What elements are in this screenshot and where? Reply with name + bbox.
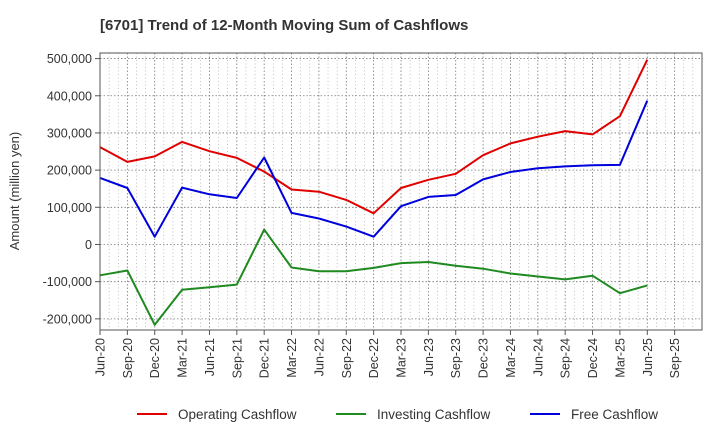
- y-tick-label: 400,000: [47, 89, 92, 103]
- y-tick-label: 0: [85, 238, 92, 252]
- x-tick-label: Sep-23: [449, 338, 463, 378]
- x-tick-label: Mar-25: [613, 338, 627, 378]
- legend-label: Operating Cashflow: [178, 407, 297, 422]
- x-tick-label: Dec-21: [258, 338, 272, 378]
- series-line-free-cashflow: [99, 100, 649, 238]
- x-tick-label: Sep-20: [121, 338, 135, 378]
- legend-label: Free Cashflow: [571, 407, 658, 422]
- series-line-investing-cashflow: [99, 228, 648, 326]
- x-tick-label: Mar-21: [176, 338, 190, 378]
- x-tick-label: Dec-22: [367, 338, 381, 378]
- x-tick-label: Sep-21: [230, 338, 244, 378]
- y-tick-label: 500,000: [47, 52, 92, 66]
- y-tick-label: -200,000: [43, 312, 92, 326]
- x-axis-ticks: Jun-20 Sep-20 Dec-20 Mar-21 Jun-21 Sep-21 Dec-…: [94, 330, 682, 378]
- x-tick-label: Jun-25: [641, 338, 655, 376]
- y-tick-label: 300,000: [47, 126, 92, 140]
- y-tick-label: 100,000: [47, 201, 92, 215]
- legend-label: Investing Cashflow: [377, 407, 491, 422]
- x-tick-label: Jun-24: [531, 338, 545, 376]
- x-tick-label: Jun-22: [312, 338, 326, 376]
- y-tick-label: 200,000: [47, 164, 92, 178]
- x-tick-label: Sep-24: [559, 338, 573, 378]
- x-tick-label: Jun-21: [203, 338, 217, 376]
- y-axis-ticks: -200,000 -100,000 0 100,000 200,000 300,000 40…: [43, 52, 100, 326]
- series-lines: [99, 59, 649, 326]
- x-tick-label: Sep-22: [340, 338, 354, 378]
- grid: [100, 53, 703, 330]
- x-tick-label: Jun-23: [422, 338, 436, 376]
- x-tick-label: Jun-20: [94, 338, 108, 376]
- x-tick-label: Mar-23: [395, 338, 409, 378]
- chart-title: [6701] Trend of 12-Month Moving Sum of C…: [100, 17, 468, 34]
- x-tick-label: Dec-23: [477, 338, 491, 378]
- series-line-operating-cashflow: [99, 59, 649, 215]
- x-tick-label: Mar-22: [285, 338, 299, 378]
- y-axis-label: Amount (million yen): [7, 132, 22, 251]
- legend: Operating Cashflow Investing Cashflow Free…: [137, 407, 658, 422]
- x-tick-label: Dec-20: [148, 338, 162, 378]
- x-tick-label: Sep-25: [668, 338, 682, 378]
- y-tick-label: -100,000: [43, 275, 92, 289]
- x-tick-label: Dec-24: [586, 338, 600, 378]
- x-tick-label: Mar-24: [504, 338, 518, 378]
